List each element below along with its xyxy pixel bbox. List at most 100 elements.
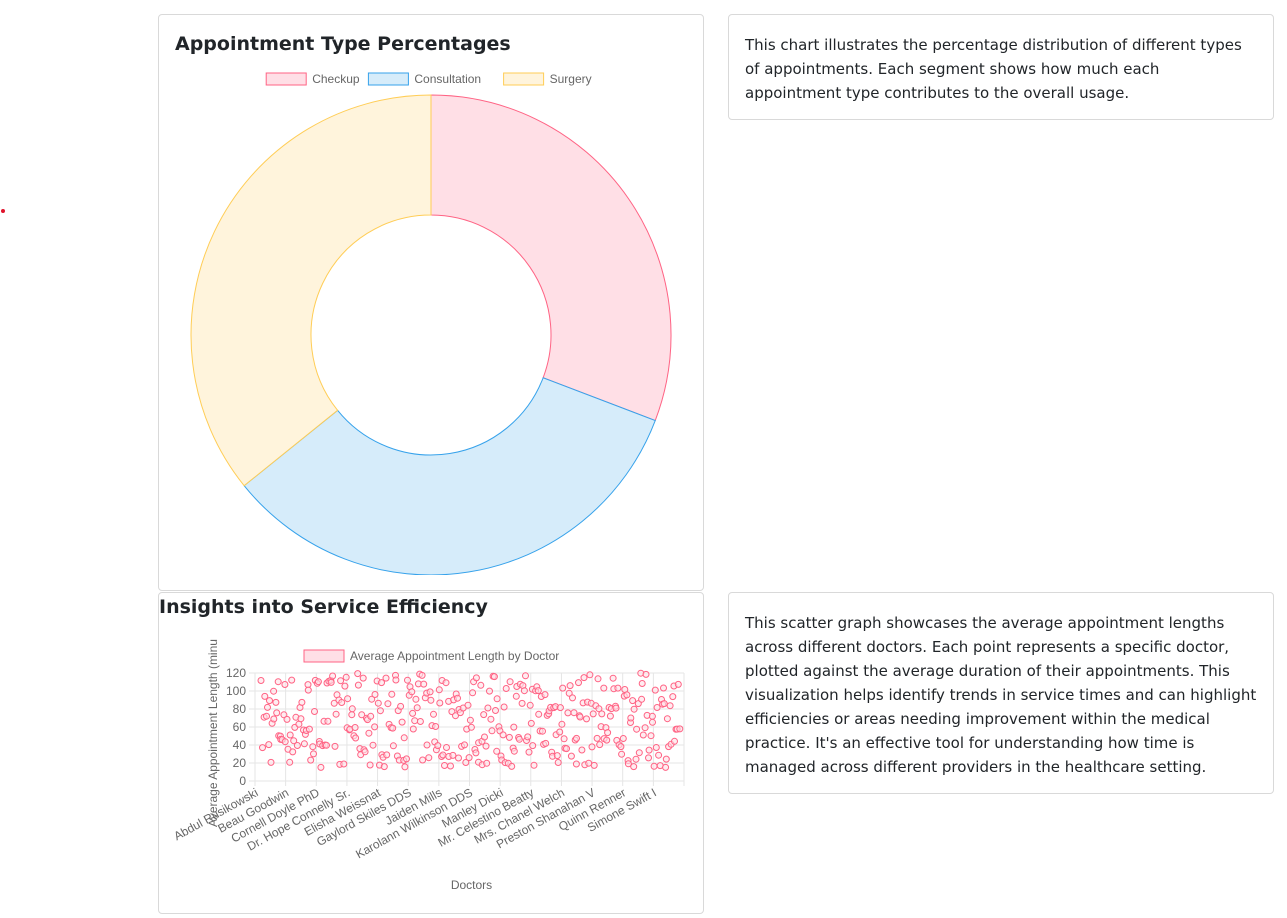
scatter-point[interactable] (566, 682, 574, 690)
scatter-point[interactable] (570, 709, 578, 717)
scatter-point[interactable] (556, 728, 564, 736)
scatter-point[interactable] (462, 759, 470, 766)
scatter-point[interactable] (655, 751, 663, 759)
scatter-point[interactable] (642, 670, 650, 678)
scatter-point[interactable] (663, 715, 671, 723)
scatter-point[interactable] (392, 676, 400, 684)
donut-slice-consultation[interactable] (243, 377, 656, 575)
scatter-point[interactable] (340, 760, 348, 768)
scatter-point[interactable] (368, 695, 376, 703)
scatter-point[interactable] (586, 671, 594, 679)
scatter-point[interactable] (411, 717, 419, 725)
scatter-point[interactable] (526, 701, 534, 709)
scatter-point[interactable] (420, 680, 428, 688)
scatter-point[interactable] (652, 744, 660, 751)
scatter-point[interactable] (518, 699, 526, 707)
scatter-point[interactable] (565, 689, 573, 697)
scatter-point[interactable] (484, 704, 492, 712)
scatter-point[interactable] (354, 670, 362, 678)
scatter-point[interactable] (389, 724, 397, 732)
scatter-point[interactable] (630, 763, 638, 771)
scatter-point[interactable] (676, 725, 684, 733)
scatter-point[interactable] (490, 673, 498, 681)
scatter-point[interactable] (342, 673, 350, 681)
scatter-point[interactable] (564, 709, 572, 717)
scatter-point[interactable] (374, 699, 382, 707)
scatter-point[interactable] (434, 742, 442, 750)
scatter-point[interactable] (317, 763, 325, 771)
scatter-point[interactable] (436, 699, 444, 707)
scatter-point[interactable] (264, 703, 271, 711)
scatter-point[interactable] (522, 672, 529, 680)
scatter-point[interactable] (416, 718, 424, 725)
scatter-point[interactable] (645, 746, 653, 754)
scatter-point[interactable] (666, 702, 674, 710)
scatter-point[interactable] (578, 746, 586, 754)
scatter-point[interactable] (559, 684, 567, 692)
scatter-point[interactable] (380, 763, 388, 771)
scatter-point[interactable] (281, 738, 289, 746)
scatter-point[interactable] (413, 704, 421, 712)
scatter-point[interactable] (348, 705, 356, 713)
scatter-point[interactable] (266, 697, 273, 705)
scatter-point[interactable] (261, 692, 269, 700)
scatter-point[interactable] (314, 678, 322, 686)
scatter-point[interactable] (596, 741, 604, 749)
scatter-point[interactable] (472, 749, 480, 757)
scatter-point[interactable] (466, 716, 474, 724)
scatter-point[interactable] (480, 711, 488, 719)
scatter-point[interactable] (288, 676, 296, 684)
scatter-point[interactable] (560, 735, 568, 743)
donut-slice-surgery[interactable] (190, 94, 432, 487)
scatter-point[interactable] (535, 710, 543, 718)
scatter-point[interactable] (671, 737, 678, 745)
scatter-point[interactable] (650, 762, 658, 770)
scatter-point[interactable] (645, 754, 652, 762)
scatter-point[interactable] (425, 754, 433, 762)
scatter-point[interactable] (488, 727, 496, 735)
scatter-point[interactable] (638, 695, 646, 703)
scatter-point[interactable] (439, 751, 447, 759)
scatter-point[interactable] (263, 712, 270, 720)
scatter-point[interactable] (365, 729, 373, 737)
scatter-point[interactable] (662, 755, 670, 763)
scatter-point[interactable] (505, 733, 513, 741)
scatter-point[interactable] (307, 756, 315, 764)
scatter-point[interactable] (455, 754, 462, 762)
scatter-point[interactable] (606, 712, 614, 720)
scatter-point[interactable] (408, 688, 416, 696)
scatter-point[interactable] (330, 699, 338, 707)
scatter-point[interactable] (575, 679, 582, 687)
scatter-point[interactable] (524, 733, 532, 741)
scatter-point[interactable] (338, 699, 346, 706)
scatter-point[interactable] (515, 735, 523, 743)
scatter-point[interactable] (502, 685, 510, 692)
scatter-point[interactable] (461, 741, 468, 749)
scatter-point[interactable] (384, 700, 392, 708)
scatter-point[interactable] (447, 762, 454, 770)
scatter-point[interactable] (572, 760, 580, 768)
legend-item-checkup[interactable]: Checkup (265, 72, 360, 86)
scatter-point[interactable] (649, 718, 656, 726)
scatter-point[interactable] (623, 691, 631, 699)
scatter-point[interactable] (331, 742, 339, 750)
scatter-point[interactable] (534, 687, 542, 695)
scatter-point[interactable] (477, 681, 485, 689)
scatter-point[interactable] (289, 748, 297, 756)
scatter-point[interactable] (487, 715, 495, 723)
scatter-point[interactable] (354, 681, 362, 689)
scatter-point[interactable] (358, 711, 366, 719)
scatter-point[interactable] (412, 695, 420, 703)
scatter-point[interactable] (267, 758, 275, 766)
scatter-point[interactable] (371, 723, 379, 731)
scatter-point[interactable] (273, 709, 281, 717)
scatter-point[interactable] (344, 695, 352, 703)
scatter-point[interactable] (483, 759, 491, 767)
scatter-point[interactable] (332, 710, 340, 718)
scatter-point[interactable] (651, 686, 659, 694)
scatter-point[interactable] (624, 760, 632, 768)
scatter-point[interactable] (553, 752, 561, 760)
scatter-point[interactable] (472, 674, 480, 682)
scatter-point[interactable] (588, 743, 596, 751)
scatter-point[interactable] (257, 677, 265, 684)
